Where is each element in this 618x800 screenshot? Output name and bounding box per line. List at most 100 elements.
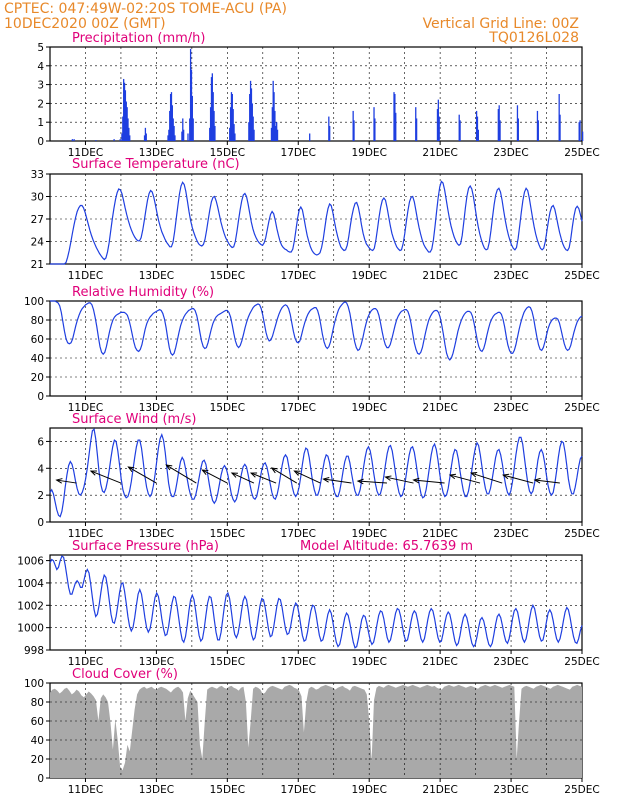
x-tick-label: 17DEC <box>281 270 316 282</box>
wind-arrow-shaft <box>271 467 298 484</box>
precip-bar <box>275 125 277 141</box>
precip-bar <box>168 129 170 141</box>
precip-bar <box>374 118 376 141</box>
precip-bar <box>558 94 560 141</box>
precip-bar <box>536 110 539 141</box>
x-tick-label: 23DEC <box>493 147 528 159</box>
precip-bar <box>229 107 232 141</box>
y-tick-label: 1000 <box>17 623 44 635</box>
x-tick-label: 19DEC <box>351 270 386 282</box>
x-tick-label: 21DEC <box>422 784 457 796</box>
precip-bar <box>352 110 354 141</box>
x-tick-label: 25DEC <box>564 528 599 540</box>
wind-arrow-head <box>322 477 330 483</box>
precip-bar <box>253 129 255 141</box>
y-tick-label: 1002 <box>17 600 44 612</box>
precipitation-y-axis: 0 1 2 3 4 5 <box>37 42 50 148</box>
y-tick-label: 998 <box>24 645 44 657</box>
pressure-line <box>49 555 583 649</box>
precipitation-title: Precipitation (mm/h) <box>72 31 205 46</box>
precip-bar <box>173 125 175 141</box>
y-tick-label: 30 <box>31 192 44 204</box>
precip-bar <box>270 127 273 141</box>
x-tick-label: 15DEC <box>210 147 245 159</box>
precip-bar <box>353 120 355 141</box>
x-tick-label: 11DEC <box>68 402 103 414</box>
cloud-x-axis: 11DEC 13DEC 15DEC 17DEC 19DEC 21DEC 23DEC 25DEC <box>68 778 600 796</box>
cloud-cover-area <box>50 684 582 778</box>
precip-bar <box>276 129 279 141</box>
x-tick-label: 17DEC <box>281 528 316 540</box>
precip-bar <box>578 122 580 141</box>
precip-bar <box>95 140 97 141</box>
x-tick-label: 11DEC <box>68 147 103 159</box>
humidity-x-axis: 11DEC 13DEC 15DEC 17DEC 19DEC 21DEC 23DEC 25DEC <box>68 396 600 414</box>
cloud-title: Cloud Cover (%) <box>72 667 178 682</box>
precip-bar <box>328 116 330 141</box>
y-tick-label: 0 <box>37 391 44 403</box>
pressure-grid <box>50 555 582 650</box>
wind-arrow-shaft <box>471 472 503 484</box>
wind-arrow-head <box>127 466 135 473</box>
pressure-title: Surface Pressure (hPa) <box>72 539 219 554</box>
x-tick-label: 15DEC <box>210 656 245 668</box>
precip-bar <box>213 110 215 141</box>
precip-bar <box>145 133 147 141</box>
precip-bar <box>477 129 479 141</box>
wind-plot-area <box>49 427 583 523</box>
precip-bar <box>329 125 331 141</box>
x-tick-label: 11DEC <box>68 656 103 668</box>
x-tick-label: 17DEC <box>281 656 316 668</box>
temperature-series-line <box>50 180 583 265</box>
precip-bar <box>559 114 561 141</box>
x-tick-label: 15DEC <box>210 528 245 540</box>
y-tick-label: 2 <box>37 98 44 110</box>
precip-bar <box>183 129 185 141</box>
x-tick-label: 23DEC <box>493 784 528 796</box>
cloud-panel: 0 20 40 60 80 100 11DEC 13DEC 15DEC 17DEC 19DEC 21… <box>24 667 600 796</box>
precip-bar <box>182 118 184 141</box>
temperature-x-axis: 11DEC 13DEC 15DEC 17DEC 19DEC 21DEC 23DEC 25DEC <box>68 264 600 282</box>
precip-bar <box>249 80 252 141</box>
precip-bar <box>192 118 194 141</box>
y-tick-label: 100 <box>24 296 44 308</box>
header-date-line: 10DEC2020 00Z (GMT) <box>4 16 166 32</box>
precip-bar <box>172 118 174 141</box>
x-tick-label: 13DEC <box>139 402 174 414</box>
wind-arrow-head <box>230 472 238 478</box>
precip-bar <box>393 92 395 141</box>
cloud-grid <box>50 683 582 778</box>
precip-bar <box>171 105 173 141</box>
y-tick-label: 1 <box>37 117 44 129</box>
precip-bar <box>71 139 74 141</box>
precip-bar <box>273 92 275 141</box>
precip-bar <box>537 120 539 141</box>
wind-arrow-shaft <box>323 478 352 484</box>
x-tick-label: 19DEC <box>351 656 386 668</box>
x-tick-label: 13DEC <box>139 270 174 282</box>
precip-bar <box>437 99 439 141</box>
y-tick-label: 6 <box>37 436 44 448</box>
wind-arrow-head <box>501 473 510 480</box>
x-tick-label: 19DEC <box>351 528 386 540</box>
y-tick-label: 5 <box>37 42 44 54</box>
wind-x-axis: 11DEC 13DEC 15DEC 17DEC 19DEC 21DEC 23DEC 25DEC <box>68 522 600 540</box>
precip-bar <box>174 135 176 141</box>
y-tick-label: 60 <box>31 334 44 346</box>
precip-bar <box>125 101 127 141</box>
precip-bar <box>124 90 127 141</box>
model-altitude-label: Model Altitude: 65.7639 m <box>300 539 473 554</box>
x-tick-label: 25DEC <box>564 784 599 796</box>
precip-bar <box>229 127 231 141</box>
y-tick-label: 3 <box>37 80 44 92</box>
x-tick-label: 11DEC <box>68 528 103 540</box>
wind-arrow-shaft <box>166 464 197 484</box>
precip-bar <box>415 107 417 141</box>
y-tick-label: 40 <box>31 353 44 365</box>
precip-bar <box>169 110 171 141</box>
humidity-line <box>50 300 583 361</box>
precip-bar <box>189 48 192 141</box>
precip-bar <box>121 133 123 141</box>
precip-bar <box>210 77 213 141</box>
x-tick-label: 17DEC <box>281 147 316 159</box>
